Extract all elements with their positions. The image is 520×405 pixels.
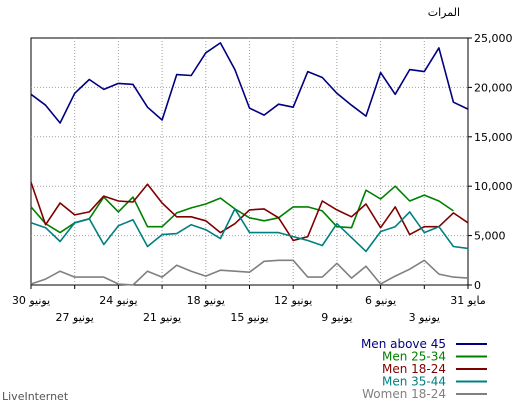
series-line (30, 42, 469, 124)
legend-label: Men above 45 (361, 337, 446, 351)
series-lines (30, 42, 469, 286)
x-tick-label: 24 يونيو (99, 294, 137, 307)
x-axis-ticks: 30 يونيو 27 يونيو 24 يونيو 21 يونيو 18 يونيو… (12, 285, 486, 324)
x-tick-label: 30 يونيو (12, 294, 50, 307)
x-tick-label: 31 مايو (450, 294, 486, 307)
x-tick-label: 21 يونيو (143, 311, 181, 324)
legend-label: Women 18-24 (362, 387, 446, 401)
x-tick-label: 6 يونيو (365, 294, 396, 307)
series-line (30, 185, 454, 234)
series-line (30, 259, 469, 286)
series-line (30, 181, 469, 242)
legend-label: Men 18-24 (382, 362, 446, 376)
grid-lines (31, 38, 468, 285)
y-tick-label: 0 (474, 279, 481, 292)
x-tick-label: 18 يونيو (187, 294, 225, 307)
legend-label: Men 25-34 (382, 350, 446, 364)
watermark-text: LiveInternet (2, 390, 69, 403)
x-tick-label: 27 يونيو (56, 311, 94, 324)
y-tick-label: 20,000 (474, 81, 513, 94)
x-tick-label: 9 يونيو (321, 311, 352, 324)
y-tick-label: 5,000 (474, 230, 506, 243)
x-tick-label: 3 يونيو (409, 311, 440, 324)
legend-label: Men 35-44 (382, 375, 446, 389)
y-tick-label: 15,000 (474, 131, 513, 144)
x-tick-label: 12 يونيو (274, 294, 312, 307)
x-tick-label: 15 يونيو (230, 311, 268, 324)
y-axis-ticks: 0 5,000 10,000 15,000 20,000 25,000 (468, 32, 513, 292)
y-axis-title: المرات (428, 6, 460, 19)
y-tick-label: 25,000 (474, 32, 513, 45)
series-line (30, 208, 469, 253)
y-tick-label: 10,000 (474, 180, 513, 193)
